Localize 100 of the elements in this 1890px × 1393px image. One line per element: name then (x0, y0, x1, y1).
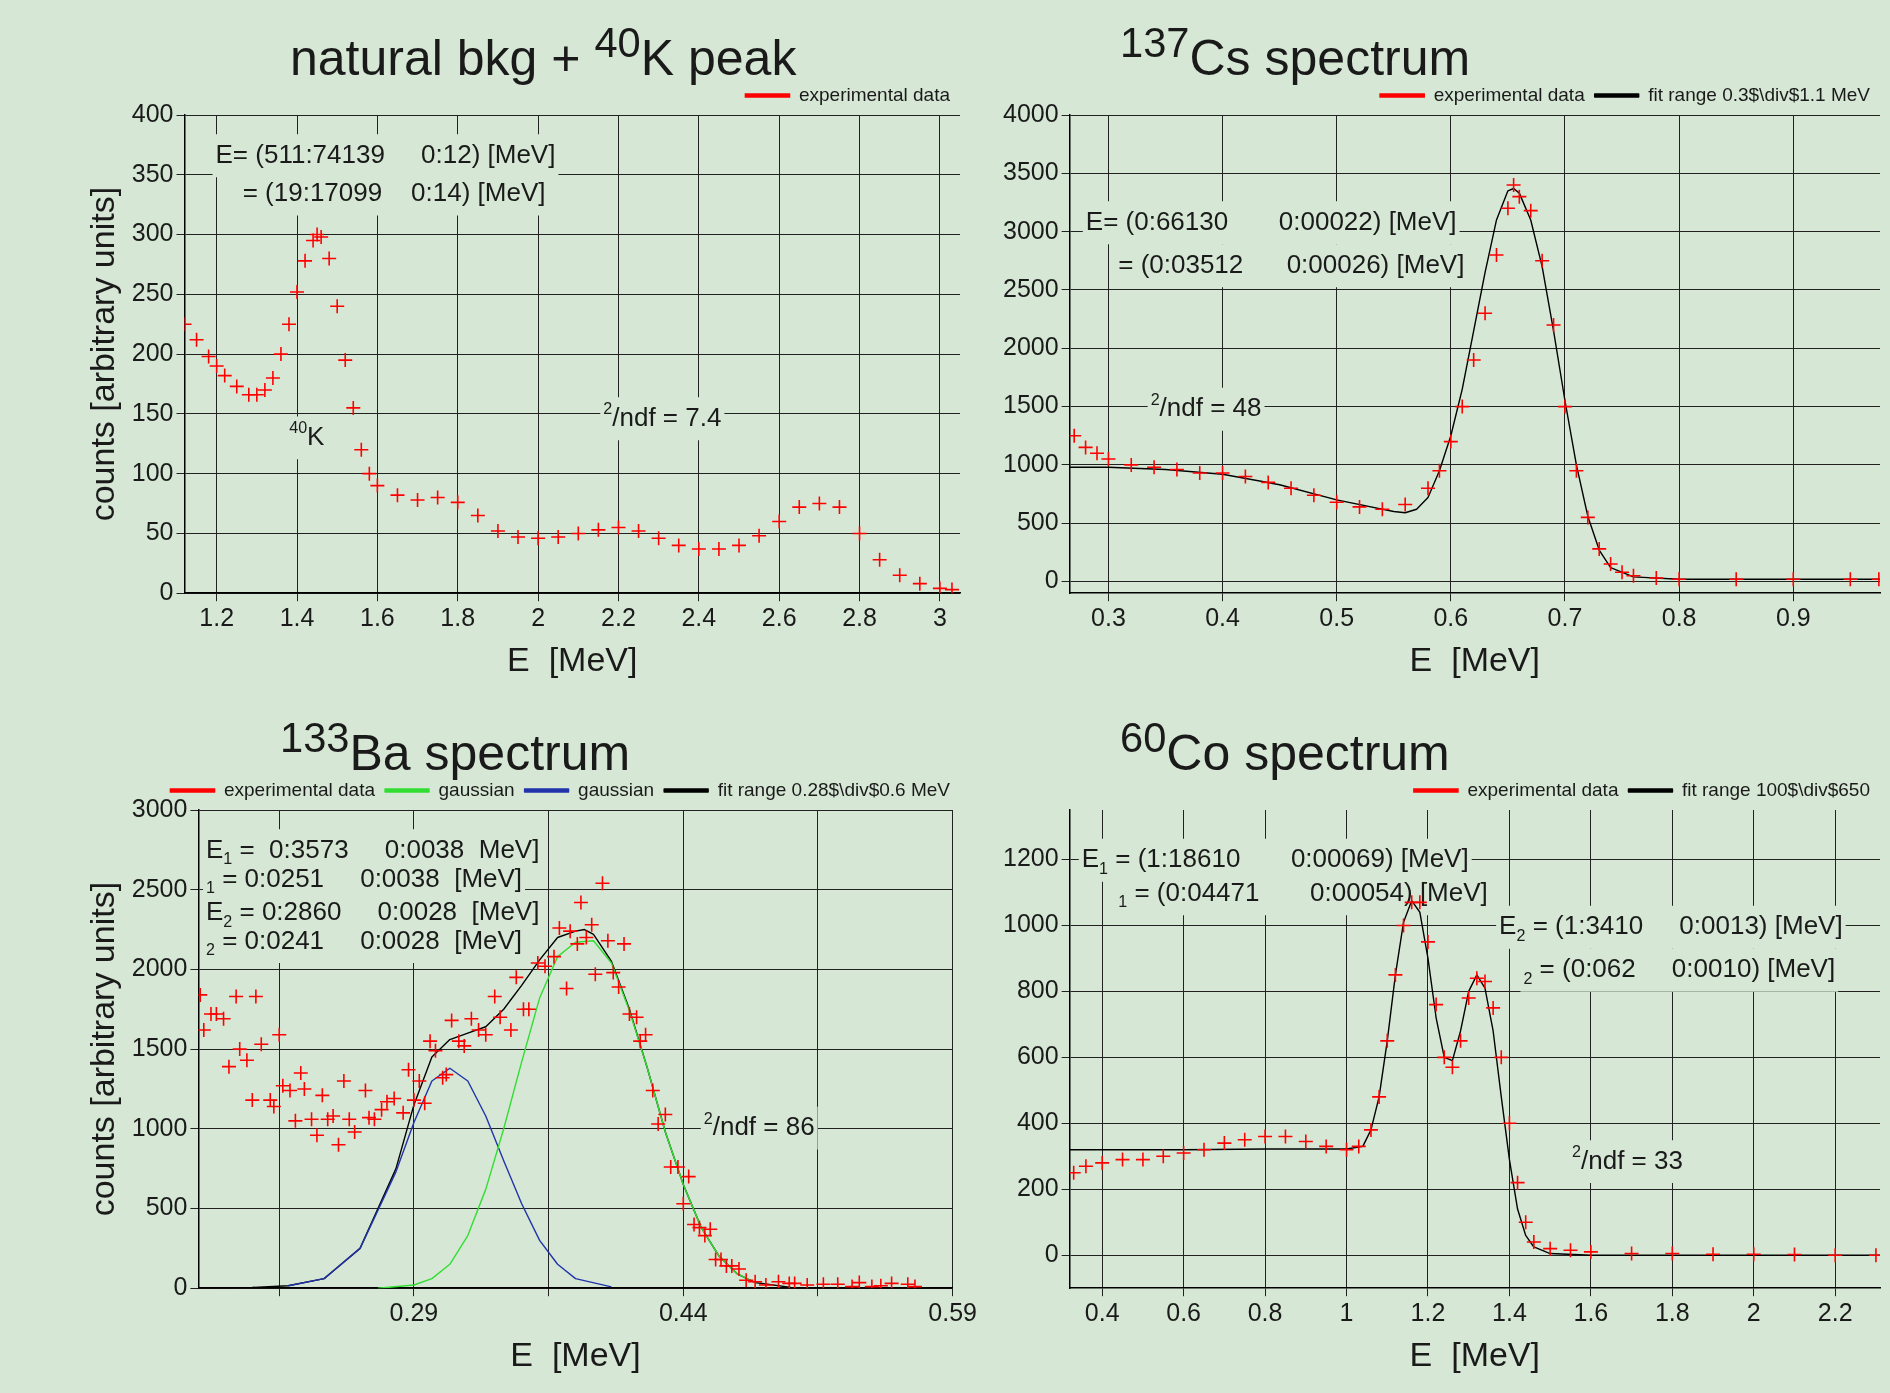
point (1351, 499, 1368, 515)
y-tick-label: 2000 (1002, 332, 1059, 361)
point (1534, 252, 1550, 269)
x-axis-title: E [MeV] (1409, 639, 1540, 678)
annotation: = (0:03512 0:00026) [MeV] (1118, 248, 1465, 279)
point (1338, 1141, 1355, 1158)
y-tick-label: 500 (1016, 507, 1059, 536)
x-tick-label: 1.2 (1410, 1298, 1446, 1327)
x-tick-label: 1.4 (1492, 1298, 1527, 1327)
point (1420, 934, 1436, 950)
x-axis-title: E [MeV] (510, 1334, 641, 1373)
point (1648, 570, 1665, 586)
point (1135, 1151, 1151, 1168)
point (1705, 1246, 1721, 1263)
x-tick-label: 0.4 (1084, 1298, 1120, 1327)
point (1671, 571, 1687, 587)
point (449, 494, 466, 511)
point (1277, 1128, 1294, 1145)
point (1745, 1246, 1762, 1263)
y-tick-label: 1500 (131, 1032, 188, 1061)
point (305, 232, 321, 249)
point (1123, 457, 1140, 473)
x-tick-label: 1.8 (440, 603, 476, 632)
point (1562, 1242, 1579, 1259)
y-tick-label: 2000 (131, 953, 188, 982)
x-tick-label: 1.6 (1573, 1298, 1609, 1327)
y-tick-label: 800 (1016, 975, 1059, 1004)
y-tick-label: 500 (145, 1192, 188, 1221)
point (1328, 494, 1345, 511)
point (650, 530, 667, 547)
x-tick-label: 2 (1746, 1298, 1761, 1327)
point (281, 316, 297, 333)
chart-title: natural bkg + $^{40}$K peak (289, 18, 798, 86)
point (1465, 352, 1482, 368)
point (470, 507, 486, 524)
x-tick-label: 0.8 (1661, 603, 1697, 632)
point (1191, 465, 1208, 481)
x-tick-label: 1.2 (199, 603, 235, 632)
point (1500, 200, 1516, 217)
point (1493, 1049, 1510, 1066)
point (329, 298, 345, 315)
point (1216, 1135, 1233, 1151)
point (1580, 509, 1596, 526)
point (1169, 461, 1185, 478)
point (313, 229, 329, 245)
chart-title: $^{60}$Co spectrum (1119, 713, 1451, 781)
point (265, 370, 281, 386)
point (1443, 433, 1459, 450)
point (731, 537, 747, 554)
point (1371, 1089, 1387, 1105)
x-tick-label: 0.4 (1205, 603, 1241, 632)
annotation: E= (511:74139 0:12) [MeV] (215, 138, 556, 169)
y-tick-label: 200 (1016, 1173, 1059, 1202)
x-tick-label: 2.2 (601, 603, 636, 632)
chart-title: $^{133}$Ba spectrum (279, 713, 632, 781)
point (851, 525, 868, 542)
point (321, 250, 337, 267)
point (751, 528, 767, 544)
point (1602, 556, 1619, 572)
legend-label: experimental data (223, 778, 376, 800)
point (490, 523, 506, 539)
y-tick-label: 50 (145, 517, 174, 546)
point (1155, 1148, 1172, 1165)
y-axis-title: counts [arbitrary units] (82, 186, 121, 522)
point (1842, 571, 1859, 587)
point (1460, 990, 1477, 1006)
point (1397, 496, 1413, 513)
x-tick-label: 0.6 (1166, 1298, 1202, 1327)
point (1488, 247, 1505, 263)
point (610, 519, 627, 536)
point (409, 492, 426, 508)
point (1583, 1244, 1599, 1260)
y-tick-label: 2500 (131, 873, 188, 902)
point (1501, 1115, 1518, 1132)
point (831, 499, 848, 515)
point (429, 489, 446, 506)
point (1785, 571, 1802, 587)
y-tick-label: 350 (131, 158, 174, 187)
point (1236, 1131, 1253, 1148)
y-tick-label: 0 (1044, 1239, 1059, 1268)
legend-label: fit range 0.28$\div$0.6 MeV (717, 778, 951, 800)
point (1542, 1240, 1558, 1257)
point (1114, 1151, 1131, 1168)
point (249, 386, 265, 403)
y-tick-label: 2500 (1002, 273, 1059, 302)
point (771, 513, 787, 530)
x-tick-label: 0.29 (389, 1298, 439, 1327)
point (630, 523, 647, 539)
point (1509, 1174, 1526, 1191)
y-axis-title: counts [arbitrary units] (82, 881, 121, 1217)
y-tick-label: 150 (131, 397, 174, 426)
legend-label: experimental data (1467, 778, 1619, 800)
x-tick-label: 0.44 (658, 1298, 708, 1327)
point (570, 525, 587, 542)
point (1175, 1145, 1192, 1161)
point (1431, 462, 1448, 479)
y-tick-label: 1000 (131, 1112, 188, 1141)
point (1545, 317, 1562, 333)
point (1625, 567, 1642, 584)
point (1452, 1033, 1469, 1049)
